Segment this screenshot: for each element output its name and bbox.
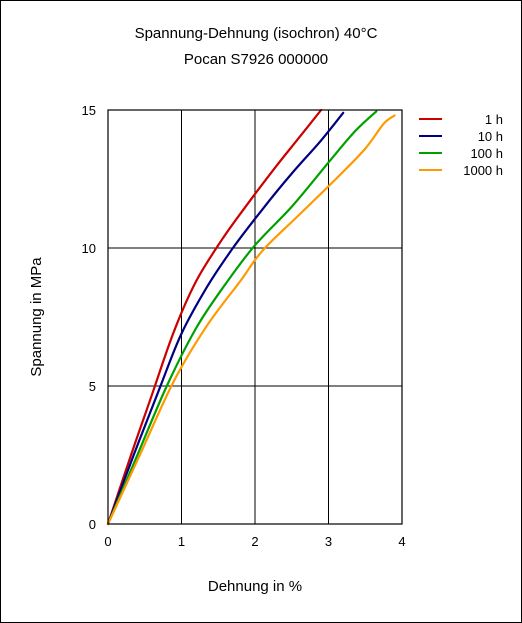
chart-subtitle: Pocan S7926 000000	[184, 51, 328, 68]
y-axis-label: Spannung in MPa	[28, 257, 45, 377]
series-curves	[106, 108, 396, 526]
y-tick-labels: 0 5 10 15	[82, 103, 96, 532]
series-line-1000h	[106, 114, 396, 526]
series-line-100h	[106, 110, 378, 526]
series-line-1h	[106, 108, 323, 526]
x-tick-labels: 0 1 2 3 4	[104, 534, 405, 549]
plot-area-border	[107, 109, 403, 525]
legend-label: 1 h	[485, 112, 503, 127]
legend-label: 1000 h	[463, 163, 503, 178]
y-tick-label: 15	[82, 103, 96, 118]
legend-label: 100 h	[470, 146, 503, 161]
x-tick-label: 1	[178, 534, 185, 549]
x-tick-label: 3	[325, 534, 332, 549]
legend-label: 10 h	[478, 129, 503, 144]
y-tick-label: 10	[82, 241, 96, 256]
legend: 1 h 10 h 100 h 1000 h	[419, 112, 503, 178]
grid	[107, 109, 403, 525]
x-tick-label: 4	[398, 534, 405, 549]
x-tick-label: 0	[104, 534, 111, 549]
series-line-10h	[106, 111, 345, 526]
y-tick-label: 5	[89, 379, 96, 394]
y-tick-label: 0	[89, 517, 96, 532]
x-tick-label: 2	[251, 534, 258, 549]
chart-title: Spannung-Dehnung (isochron) 40°C	[135, 25, 378, 42]
x-axis-label: Dehnung in %	[208, 578, 302, 595]
